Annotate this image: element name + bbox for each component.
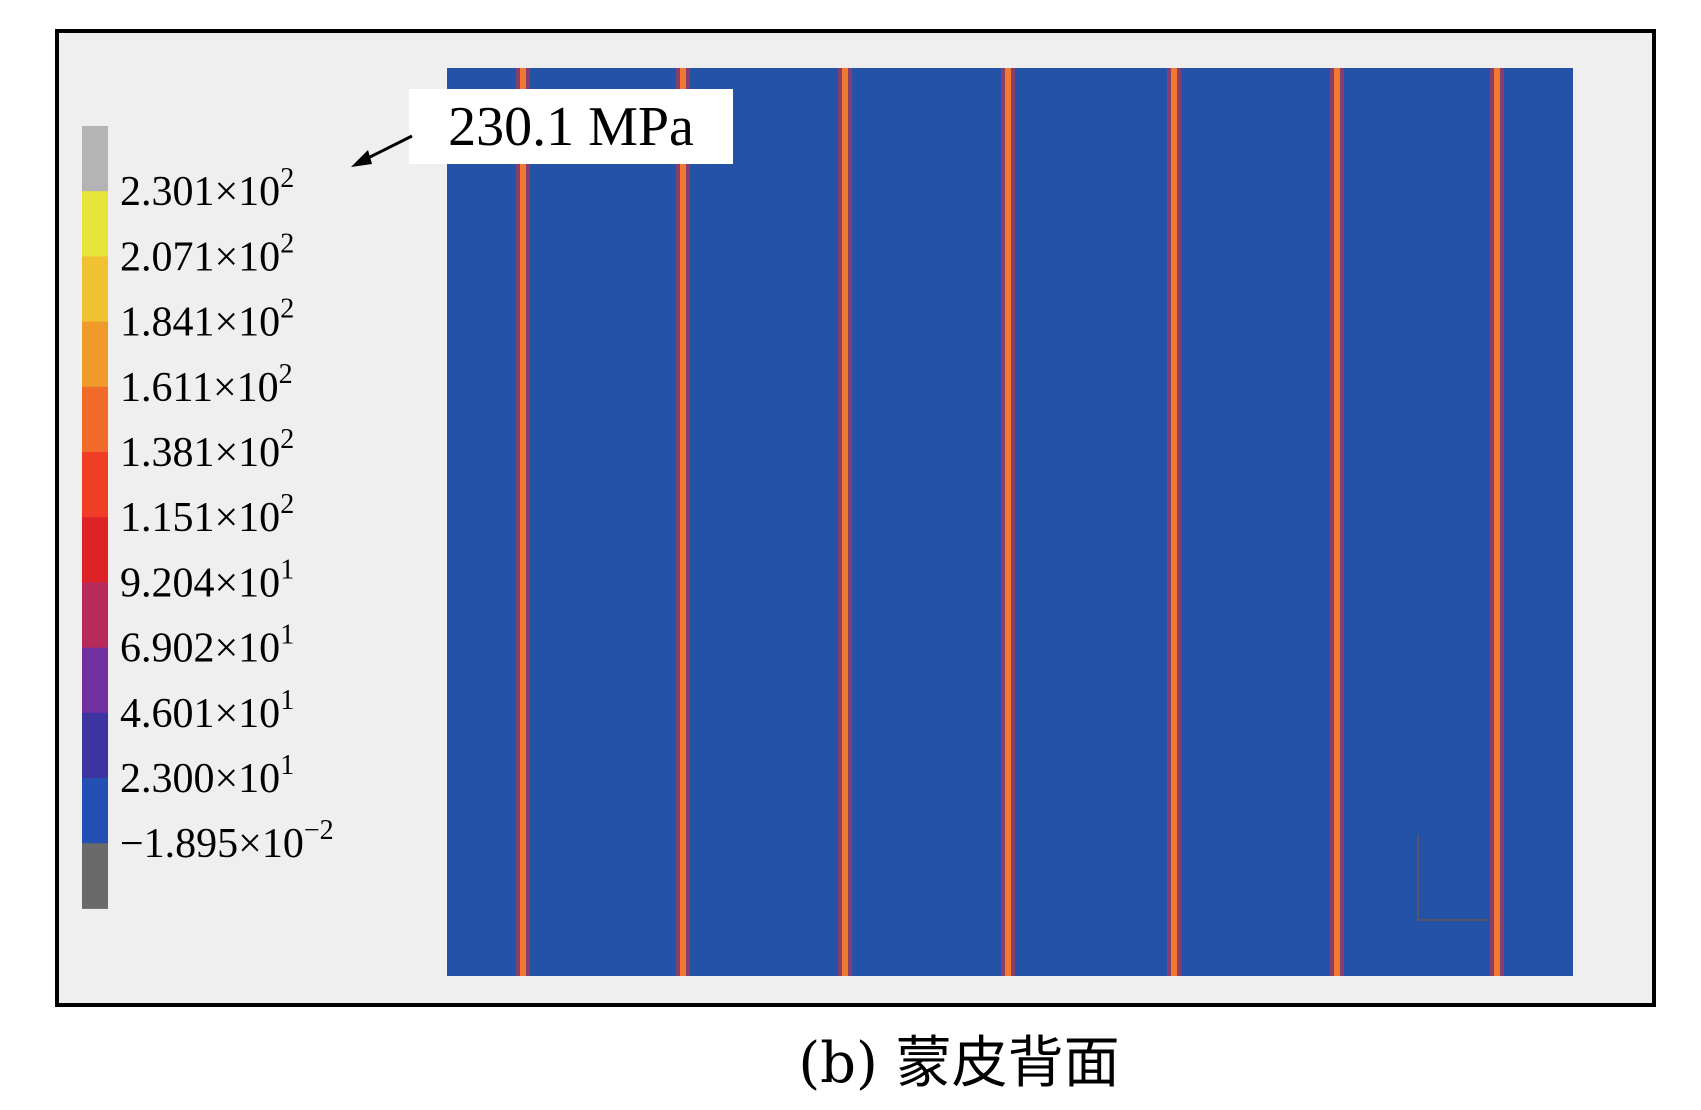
legend-labels: 2.301×1022.071×1021.841×1021.611×1021.38… [120, 163, 334, 867]
color-band [82, 256, 108, 323]
stripe [1334, 68, 1340, 976]
stripe [680, 68, 686, 976]
legend-label: −1.895×10−2 [120, 815, 334, 867]
legend-label: 1.381×102 [120, 424, 294, 476]
caption: (b) 蒙皮背面 [798, 1031, 1119, 1096]
mantissa: 9.204×10 [120, 560, 280, 606]
annotation-arrow [361, 134, 413, 163]
stripe [1171, 68, 1177, 976]
mantissa: 1.151×10 [120, 495, 280, 541]
color-band [82, 517, 108, 583]
color-band [82, 386, 108, 453]
stripe [1494, 68, 1500, 976]
exponent: −2 [304, 815, 334, 846]
color-band [82, 582, 108, 649]
stripe [842, 68, 848, 976]
color-band [82, 452, 108, 518]
legend-label: 4.601×101 [120, 685, 294, 737]
stress-stripes [516, 68, 1504, 976]
legend-label: 2.301×102 [120, 163, 294, 215]
exponent: 2 [280, 424, 294, 455]
mantissa: 1.381×10 [120, 430, 280, 476]
mantissa: −1.895×10 [120, 821, 304, 867]
annotation-box [409, 89, 733, 164]
exponent: 1 [280, 554, 294, 585]
exponent: 2 [280, 228, 294, 259]
stripe [520, 68, 526, 976]
mantissa: 2.301×10 [120, 169, 280, 215]
color-band [82, 778, 108, 844]
axis-triad [1417, 835, 1490, 921]
legend-label: 2.300×101 [120, 750, 294, 802]
color-band [82, 712, 108, 779]
exponent: 2 [280, 294, 294, 325]
arrow-head [351, 150, 372, 167]
color-band [82, 321, 108, 388]
color-band [82, 126, 108, 192]
color-bar [82, 126, 108, 909]
mantissa: 1.841×10 [120, 300, 280, 346]
color-band [82, 647, 108, 714]
exponent: 1 [280, 750, 294, 781]
legend-label: 1.611×102 [120, 359, 293, 411]
mantissa: 1.611×10 [120, 365, 279, 411]
legend-label: 2.071×102 [120, 228, 294, 280]
color-band [82, 843, 108, 909]
mantissa: 4.601×10 [120, 691, 280, 737]
exponent: 2 [280, 163, 294, 194]
annotation: 230.1 MPa [448, 96, 694, 158]
exponent: 2 [279, 359, 293, 390]
legend-label: 6.902×101 [120, 620, 294, 672]
mantissa: 2.300×10 [120, 756, 280, 802]
exponent: 1 [280, 685, 294, 716]
stripe [1005, 68, 1011, 976]
mantissa: 6.902×10 [120, 626, 280, 672]
color-band [82, 191, 108, 257]
mantissa: 2.071×10 [120, 234, 280, 280]
legend-label: 9.204×101 [120, 554, 294, 606]
exponent: 1 [280, 620, 294, 651]
exponent: 2 [280, 489, 294, 520]
legend-label: 1.841×102 [120, 294, 294, 346]
legend-label: 1.151×102 [120, 489, 294, 541]
